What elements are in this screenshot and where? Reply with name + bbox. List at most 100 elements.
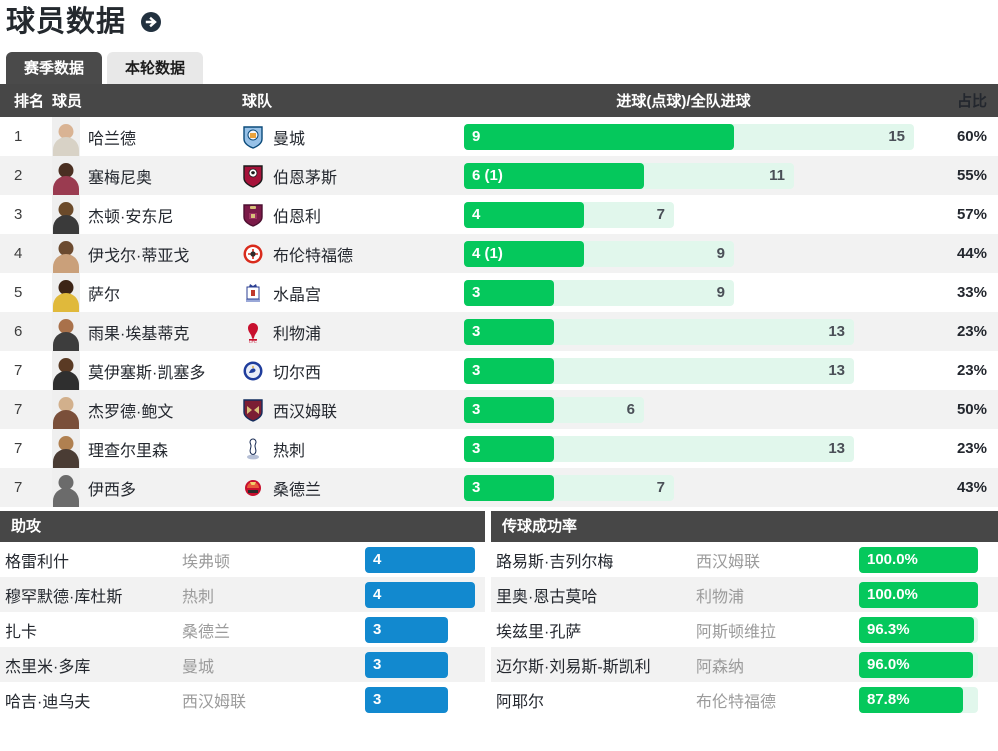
team-name: 热刺 — [273, 442, 306, 460]
list-item[interactable]: 哈吉·迪乌夫 西汉姆联 3 — [0, 682, 485, 717]
passes-list: 路易斯·吉列尔梅 西汉姆联 100.0% 里奥·恩古莫哈 利物浦 100.0% 埃兹里·孔萨… — [491, 542, 998, 717]
team-name: 水晶宫 — [273, 286, 322, 304]
list-item[interactable]: 格雷利什 埃弗顿 4 — [0, 542, 485, 577]
list-item[interactable]: 杰里米·多库 曼城 3 — [0, 647, 485, 682]
table-row[interactable]: 3 杰顿·安东尼 伯恩利 4 7 57% — [0, 195, 998, 234]
cell-team: 曼城 — [242, 125, 456, 149]
table-row[interactable]: 4 伊戈尔·蒂亚戈 布伦特福德 4 (1) 9 44% — [0, 234, 998, 273]
table-row[interactable]: 7 杰罗德·鲍文 西汉姆联 3 6 50% — [0, 390, 998, 429]
assists-panel-title: 助攻 — [0, 511, 485, 542]
list-item[interactable]: 扎卡 桑德兰 3 — [0, 612, 485, 647]
cell-percent: 43% — [956, 479, 987, 496]
assist-player-name: 穆罕默德·库杜斯 — [5, 588, 123, 606]
team-goals-label: 9 — [716, 283, 725, 301]
player-name: 伊西多 — [88, 481, 137, 499]
tab-round-stats[interactable]: 本轮数据 — [107, 52, 204, 84]
pass-bar: 96.0% — [859, 651, 998, 678]
team-goals-label: 6 — [626, 400, 635, 418]
goals-bar: 3 13 — [464, 318, 911, 345]
cell-player: 塞梅尼奥 — [52, 156, 242, 195]
table-row[interactable]: 5 萨尔 水晶宫 3 9 33% — [0, 273, 998, 312]
avatar — [52, 468, 80, 507]
avatar — [52, 390, 80, 429]
cell-goals: 4 (1) 9 — [456, 240, 911, 267]
assist-team-name: 曼城 — [182, 658, 215, 676]
team-goals-label: 15 — [888, 127, 905, 145]
player-goals-bar: 3 — [464, 279, 554, 306]
list-item[interactable]: 路易斯·吉列尔梅 西汉姆联 100.0% — [491, 542, 998, 577]
cell-rank: 6 — [14, 323, 23, 340]
assist-team-name: 西汉姆联 — [182, 693, 247, 711]
cell-team: 桑德兰 — [242, 476, 456, 500]
cell-player: 杰顿·安东尼 — [52, 195, 242, 234]
svg-text:LFC: LFC — [249, 339, 257, 344]
pass-player-name: 迈尔斯·刘易斯-斯凯利 — [496, 658, 651, 676]
cell-goals: 6 (1) 11 — [456, 162, 911, 189]
tab-season-stats[interactable]: 赛季数据 — [6, 52, 103, 84]
assist-player-name: 格雷利什 — [5, 553, 70, 571]
cell-player: 萨尔 — [52, 273, 242, 312]
avatar — [52, 117, 80, 156]
cell-rank: 7 — [14, 401, 23, 418]
table-row[interactable]: 1 哈兰德 曼城 9 15 60% — [0, 117, 998, 156]
avatar — [52, 429, 80, 468]
list-item[interactable]: 里奥·恩古莫哈 利物浦 100.0% — [491, 577, 998, 612]
assist-bar-fill: 3 — [365, 616, 448, 643]
player-goals-bar: 3 — [464, 396, 554, 423]
pass-player-name: 里奥·恩古莫哈 — [496, 588, 598, 606]
cell-team: 伯恩利 — [242, 203, 456, 227]
assist-team-name: 热刺 — [182, 588, 215, 606]
passes-panel: 传球成功率 路易斯·吉列尔梅 西汉姆联 100.0% 里奥·恩古莫哈 利物浦 100.0%… — [491, 511, 998, 717]
team-goals-label: 7 — [656, 205, 665, 223]
table-row[interactable]: 7 莫伊塞斯·凯塞多 切尔西 3 13 23% — [0, 351, 998, 390]
player-name: 理查尔里森 — [88, 442, 169, 460]
list-item[interactable]: 埃兹里·孔萨 阿斯顿维拉 96.3% — [491, 612, 998, 647]
cell-player: 雨果·埃基蒂克 — [52, 312, 242, 351]
table-row[interactable]: 7 伊西多 桑德兰 3 7 43% — [0, 468, 998, 507]
man-city-crest — [242, 125, 264, 149]
sunderland-crest — [242, 476, 264, 500]
player-goals-bar: 9 — [464, 123, 734, 150]
player-name: 塞梅尼奥 — [88, 169, 153, 187]
cell-percent: 23% — [956, 323, 987, 340]
assist-bar: 3 — [365, 616, 485, 643]
arrow-right-circle-icon[interactable] — [140, 11, 162, 33]
goals-bar: 3 13 — [464, 435, 911, 462]
assist-team-name: 埃弗顿 — [182, 553, 231, 571]
cell-rank: 2 — [14, 167, 23, 184]
list-item[interactable]: 阿耶尔 布伦特福德 87.8% — [491, 682, 998, 717]
player-name: 哈兰德 — [88, 130, 137, 148]
table-row[interactable]: 6 雨果·埃基蒂克 LFC 利物浦 3 13 23% — [0, 312, 998, 351]
table-row[interactable]: 2 塞梅尼奥 伯恩茅斯 6 (1) 11 55% — [0, 156, 998, 195]
cell-percent: 33% — [956, 284, 987, 301]
team-name: 伯恩茅斯 — [273, 169, 338, 187]
cell-team: 水晶宫 — [242, 281, 456, 305]
assist-team-name: 桑德兰 — [182, 623, 231, 641]
cell-goals: 3 13 — [456, 435, 911, 462]
liverpool-crest: LFC — [242, 320, 264, 344]
player-name: 杰罗德·鲍文 — [88, 403, 174, 421]
player-goals-bar: 3 — [464, 318, 554, 345]
team-name: 桑德兰 — [273, 481, 322, 499]
assists-list: 格雷利什 埃弗顿 4 穆罕默德·库杜斯 热刺 4 扎卡 桑德兰 3 杰里米·多库 曼城 3 哈吉·迪乌夫… — [0, 542, 485, 717]
assist-player-name: 杰里米·多库 — [5, 658, 91, 676]
player-name: 雨果·埃基蒂克 — [88, 325, 190, 343]
pass-player-name: 阿耶尔 — [496, 693, 545, 711]
pass-team-name: 西汉姆联 — [696, 553, 761, 571]
cell-player: 莫伊塞斯·凯塞多 — [52, 351, 242, 390]
list-item[interactable]: 穆罕默德·库杜斯 热刺 4 — [0, 577, 485, 612]
cell-goals: 3 13 — [456, 357, 911, 384]
team-name: 伯恩利 — [273, 208, 322, 226]
player-name: 莫伊塞斯·凯塞多 — [88, 364, 206, 382]
panel-divider — [485, 511, 491, 717]
table-row[interactable]: 7 理查尔里森 热刺 3 13 23% — [0, 429, 998, 468]
cell-percent: 50% — [956, 401, 987, 418]
pass-team-name: 阿斯顿维拉 — [696, 623, 777, 641]
list-item[interactable]: 迈尔斯·刘易斯-斯凯利 阿森纳 96.0% — [491, 647, 998, 682]
team-goals-label: 9 — [716, 244, 725, 262]
west-ham-crest — [242, 398, 264, 422]
tottenham-crest — [242, 437, 264, 461]
page-title: 球员数据 — [6, 5, 127, 38]
cell-team: LFC 利物浦 — [242, 320, 456, 344]
